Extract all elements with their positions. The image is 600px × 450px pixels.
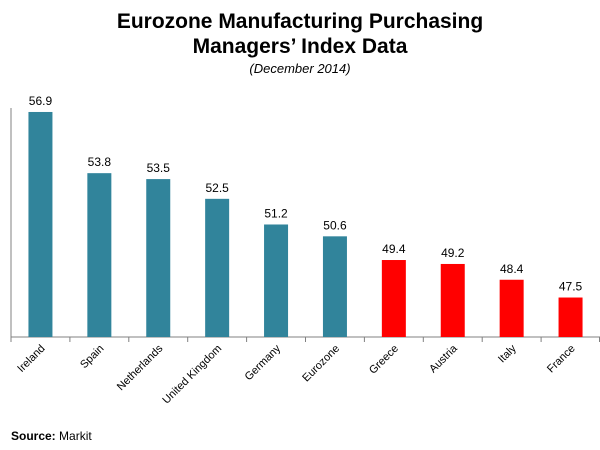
x-tick-label: Greece — [367, 343, 401, 377]
data-label: 53.8 — [88, 155, 112, 169]
data-label: 51.2 — [264, 206, 288, 220]
bar-austria — [440, 263, 465, 337]
bar-united-kingdom — [205, 198, 230, 337]
source-text: Markit — [59, 429, 92, 443]
bar-france — [558, 297, 583, 337]
x-tick-label: France — [545, 343, 578, 376]
bar-eurozone — [322, 236, 347, 337]
x-tick-label: Austria — [427, 342, 460, 375]
x-tick-label: Netherlands — [115, 342, 166, 393]
bar-germany — [264, 224, 289, 337]
x-tick-label: United Kingdom — [160, 343, 224, 407]
data-label: 56.9 — [29, 94, 53, 108]
bar-netherlands — [146, 179, 171, 337]
data-label: 49.2 — [441, 246, 465, 260]
source-label: Source: — [11, 429, 56, 443]
x-tick-label: Spain — [78, 343, 106, 371]
data-label: 52.5 — [205, 181, 229, 195]
bar-spain — [87, 173, 112, 337]
x-tick-label: Eurozone — [300, 343, 342, 385]
chart-title-line-2: Managers’ Index Data — [192, 35, 408, 58]
source-note: Source: Markit — [11, 429, 92, 443]
bar-greece — [381, 260, 406, 337]
bar-chart: 56.9 Ireland 53.8 Spain 53.5 Netherlands 52.5 U… — [10, 94, 600, 407]
x-tick-label: Italy — [496, 342, 519, 365]
chart-subtitle: (December 2014) — [249, 61, 351, 76]
data-label: 47.5 — [559, 280, 583, 294]
chart-title-line-1: Eurozone Manufacturing Purchasing — [116, 10, 484, 33]
bar-ireland — [28, 111, 53, 338]
x-tick-label: Ireland — [15, 343, 47, 375]
data-label: 49.4 — [382, 242, 406, 256]
data-label: 48.4 — [500, 262, 524, 276]
x-tick-label: Germany — [243, 342, 284, 383]
bar-italy — [499, 279, 524, 337]
data-label: 53.5 — [147, 161, 171, 175]
data-label: 50.6 — [323, 218, 347, 232]
